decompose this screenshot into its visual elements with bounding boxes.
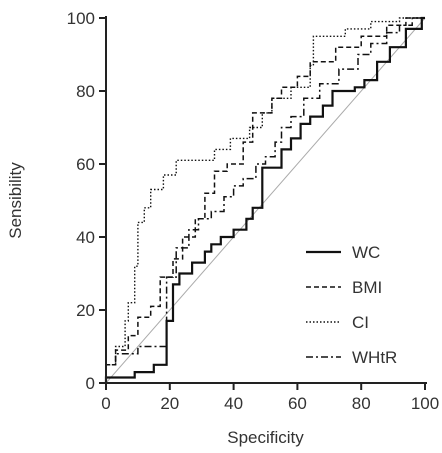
legend-label-ci: CI [352,313,369,332]
legend-label-wc: WC [352,243,380,262]
series-line-wc [104,16,425,383]
x-tick-label: 60 [288,394,307,413]
y-axis-title: Sensibility [6,162,25,239]
reference-diagonal [105,17,426,384]
series-line-bmi [105,17,425,383]
legend-label-bmi: BMI [352,278,382,297]
x-axis-title: Specificity [227,428,304,447]
legend-label-whtr: WHtR [352,348,397,367]
axes-layer [105,16,427,384]
y-tick-label: 0 [86,374,95,393]
y-tick-label: 20 [76,301,95,320]
series-line-ci [105,17,425,383]
x-tick-label: 20 [160,394,179,413]
x-tick-label: 40 [224,394,243,413]
x-tick-label: 100 [411,394,439,413]
y-tick-label: 60 [76,155,95,174]
reference-layer [105,17,426,384]
y-tick-label: 100 [67,9,95,28]
ticks-layer: 0 20 40 60 80 100 0 20 40 60 80 100 [67,9,440,413]
x-tick-label: 80 [352,394,371,413]
y-tick-label: 40 [76,228,95,247]
y-tick-label: 80 [76,82,95,101]
series-line-whtr [105,17,425,383]
legend: WC BMI CI WHtR [306,243,397,367]
x-tick-label: 0 [101,394,110,413]
series-layer [104,16,425,383]
